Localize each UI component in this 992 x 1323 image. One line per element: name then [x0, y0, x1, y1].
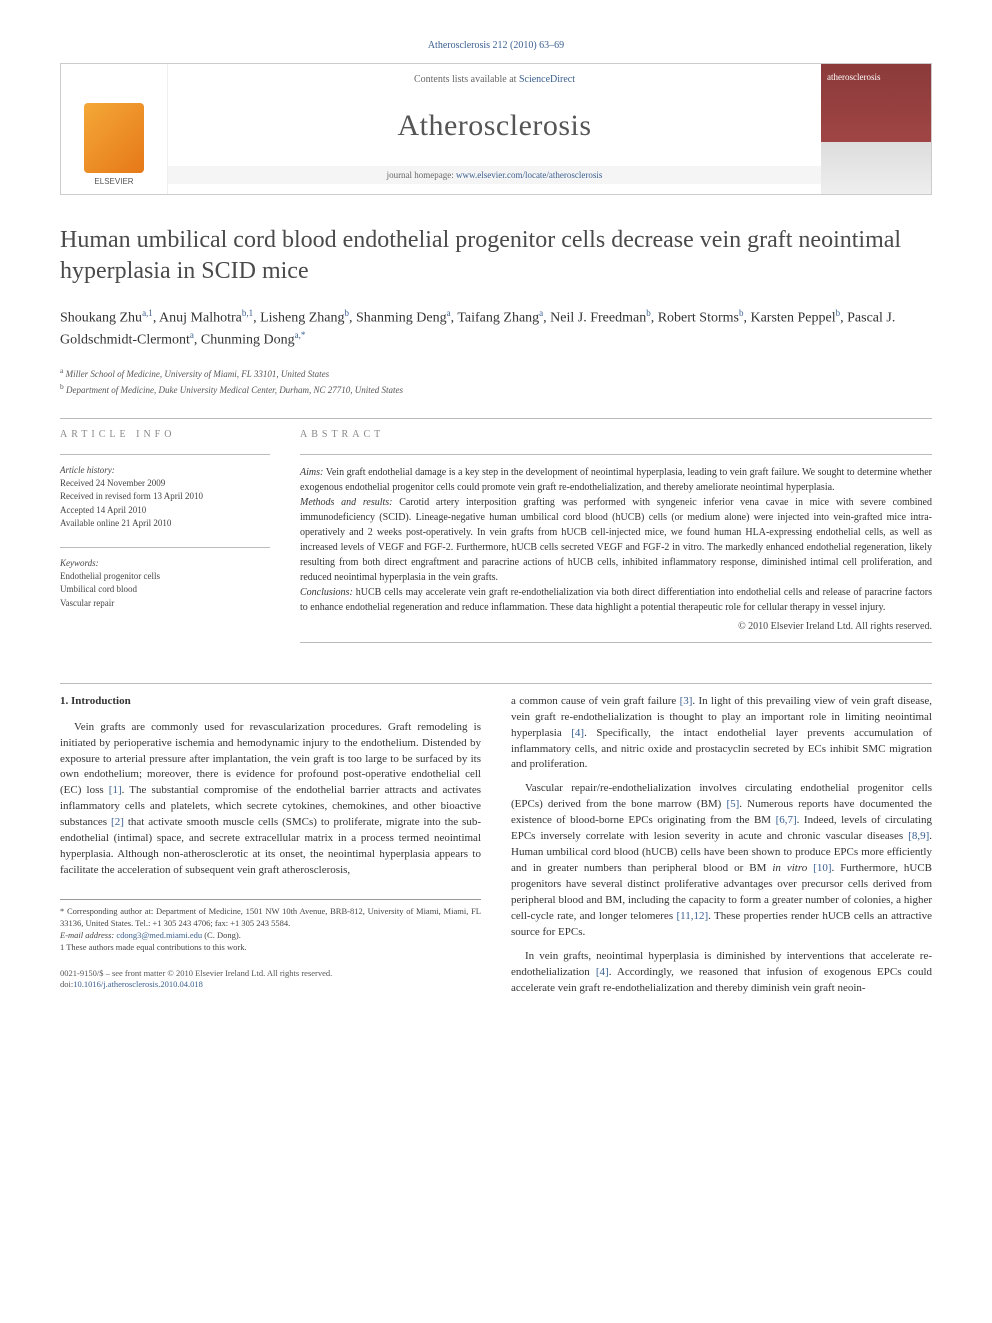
keywords-label: Keywords:: [60, 558, 270, 568]
keyword: Umbilical cord blood: [60, 583, 270, 597]
elsevier-tree-icon: [84, 103, 144, 173]
keywords: Keywords: Endothelial progenitor cells U…: [60, 558, 270, 611]
affiliation-b-text: Department of Medicine, Duke University …: [66, 385, 403, 395]
info-heading: ARTICLE INFO: [60, 429, 270, 440]
body-col-right: a common cause of vein graft failure [3]…: [511, 694, 932, 1005]
body-paragraph: In vein grafts, neointimal hyperplasia i…: [511, 949, 932, 997]
footnotes: * Corresponding author at: Department of…: [60, 899, 481, 954]
email-link[interactable]: cdong3@med.miami.edu: [116, 930, 202, 940]
homepage-link[interactable]: www.elsevier.com/locate/atherosclerosis: [456, 170, 602, 180]
contents-available: Contents lists available at ScienceDirec…: [168, 74, 821, 85]
body-paragraph: Vascular repair/re-endothelialization in…: [511, 781, 932, 940]
article-history: Article history: Received 24 November 20…: [60, 465, 270, 531]
history-label: Article history:: [60, 465, 270, 475]
abstract-heading: ABSTRACT: [300, 429, 932, 440]
journal-header: ELSEVIER Contents lists available at Sci…: [60, 63, 932, 195]
divider: [60, 547, 270, 548]
doi-label: doi:: [60, 979, 73, 989]
info-abstract-row: ARTICLE INFO Article history: Received 2…: [60, 429, 932, 653]
email-label: E-mail address:: [60, 930, 114, 940]
front-matter: 0021-9150/$ – see front matter © 2010 El…: [60, 968, 481, 980]
history-line: Available online 21 April 2010: [60, 517, 270, 531]
journal-cover-thumb: atherosclerosis: [821, 64, 931, 194]
history-line: Received in revised form 13 April 2010: [60, 490, 270, 504]
keyword: Endothelial progenitor cells: [60, 570, 270, 584]
section-heading: 1. Introduction: [60, 694, 481, 710]
divider: [60, 683, 932, 684]
keyword: Vascular repair: [60, 597, 270, 611]
conclusions-text: hUCB cells may accelerate vein graft re-…: [300, 587, 932, 613]
homepage-prefix: journal homepage:: [387, 170, 456, 180]
author-list: Shoukang Zhua,1, Anuj Malhotrab,1, Lishe…: [60, 307, 932, 350]
body-col-left: 1. Introduction Vein grafts are commonly…: [60, 694, 481, 1005]
body-paragraph: Vein grafts are commonly used for revasc…: [60, 720, 481, 879]
article-title: Human umbilical cord blood endothelial p…: [60, 225, 932, 287]
cover-label: atherosclerosis: [827, 72, 880, 82]
affiliation-a-text: Miller School of Medicine, University of…: [66, 369, 330, 379]
corresponding-author: * Corresponding author at: Department of…: [60, 906, 481, 930]
history-line: Received 24 November 2009: [60, 477, 270, 491]
sciencedirect-link[interactable]: ScienceDirect: [519, 74, 575, 85]
affiliation-a: a Miller School of Medicine, University …: [60, 365, 932, 382]
history-line: Accepted 14 April 2010: [60, 504, 270, 518]
aims-text: Vein graft endothelial damage is a key s…: [300, 467, 932, 493]
publisher-name: ELSEVIER: [94, 177, 133, 186]
conclusions-label: Conclusions:: [300, 587, 353, 598]
methods-text: Carotid artery interposition grafting wa…: [300, 497, 932, 583]
abstract: ABSTRACT Aims: Vein graft endothelial da…: [300, 429, 932, 653]
email-line: E-mail address: cdong3@med.miami.edu (C.…: [60, 930, 481, 942]
header-center: Contents lists available at ScienceDirec…: [168, 64, 821, 194]
abstract-text: Aims: Vein graft endothelial damage is a…: [300, 465, 932, 615]
body-columns: 1. Introduction Vein grafts are commonly…: [60, 694, 932, 1005]
divider: [60, 454, 270, 455]
divider: [300, 454, 932, 455]
journal-name: Atherosclerosis: [168, 109, 821, 143]
affiliation-b: b Department of Medicine, Duke Universit…: [60, 381, 932, 398]
contents-prefix: Contents lists available at: [414, 74, 519, 85]
email-name: (C. Dong).: [204, 930, 241, 940]
journal-homepage: journal homepage: www.elsevier.com/locat…: [168, 166, 821, 184]
abstract-copyright: © 2010 Elsevier Ireland Ltd. All rights …: [300, 621, 932, 632]
divider: [60, 418, 932, 419]
body-paragraph: a common cause of vein graft failure [3]…: [511, 694, 932, 774]
article-info: ARTICLE INFO Article history: Received 2…: [60, 429, 270, 653]
top-citation: Atherosclerosis 212 (2010) 63–69: [60, 40, 932, 51]
footer: 0021-9150/$ – see front matter © 2010 El…: [60, 968, 481, 992]
methods-label: Methods and results:: [300, 497, 393, 508]
page: Atherosclerosis 212 (2010) 63–69 ELSEVIE…: [0, 0, 992, 1045]
doi-line: doi:10.1016/j.atherosclerosis.2010.04.01…: [60, 979, 481, 991]
divider: [300, 642, 932, 643]
doi-link[interactable]: 10.1016/j.atherosclerosis.2010.04.018: [73, 979, 203, 989]
publisher-cell: ELSEVIER: [61, 64, 168, 194]
affiliations: a Miller School of Medicine, University …: [60, 365, 932, 398]
equal-contrib-note: 1 These authors made equal contributions…: [60, 942, 481, 954]
aims-label: Aims:: [300, 467, 323, 478]
